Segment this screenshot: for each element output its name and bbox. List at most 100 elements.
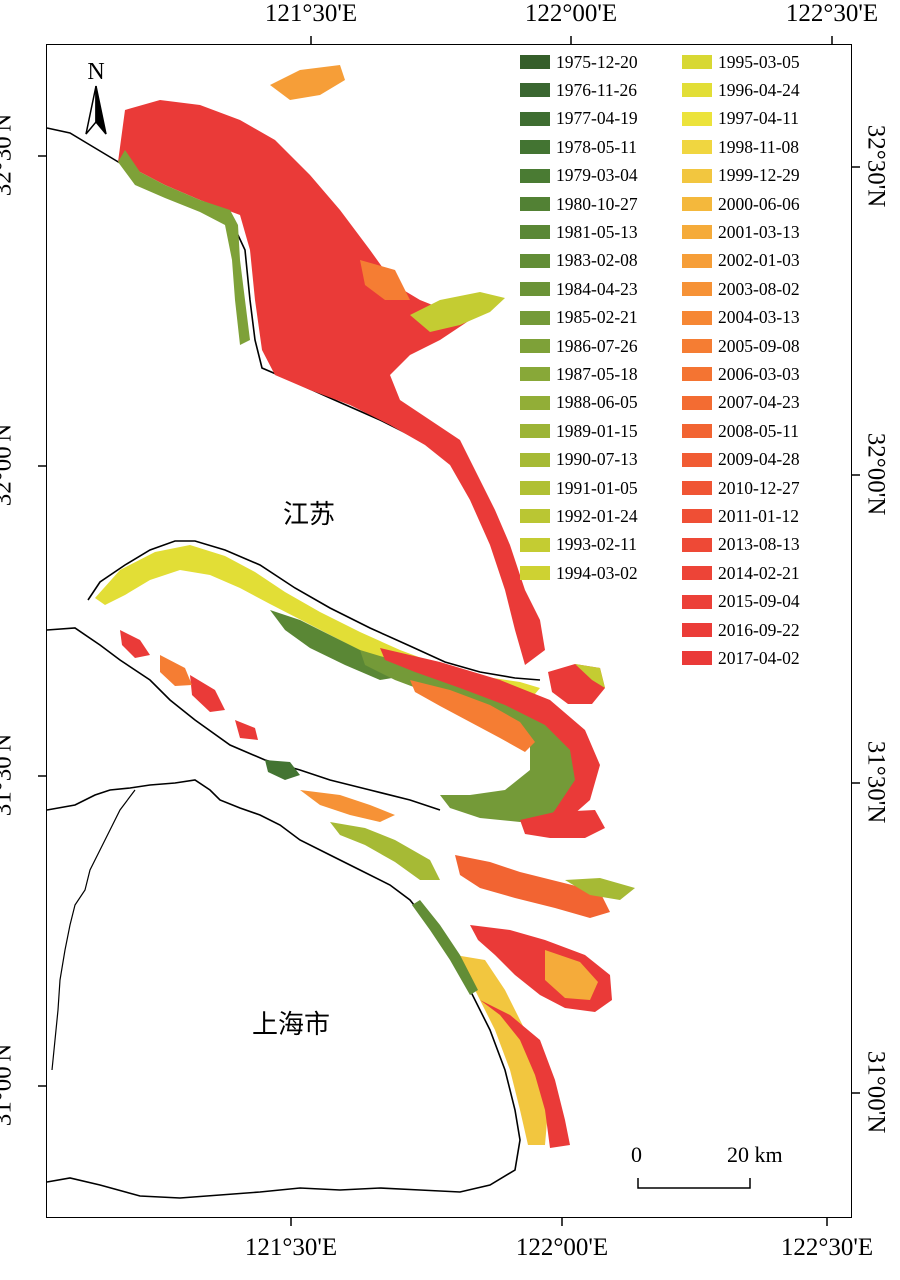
lat-label-left-4: 31°00'N (0, 1043, 17, 1127)
legend-swatch (682, 537, 712, 552)
legend-label: 2002-01-03 (718, 250, 800, 271)
legend-item: 1994-03-02 (520, 560, 638, 586)
legend-item: 2011-01-12 (682, 503, 799, 529)
legend-item: 1991-01-05 (520, 475, 638, 501)
legend-label: 1991-01-05 (556, 477, 638, 498)
lat-label-right-3: 31°30'N (862, 740, 890, 824)
legend-label: 1998-11-08 (718, 136, 800, 157)
boundary-shanghai (46, 779, 521, 1199)
legend-item: 2003-08-02 (682, 276, 800, 302)
legend-item: 1976-11-26 (520, 77, 637, 103)
legend-item: 2007-04-23 (682, 390, 800, 416)
legend-swatch (682, 282, 712, 297)
legend-swatch (520, 140, 550, 155)
legend-swatch (682, 111, 712, 126)
legend-swatch (520, 481, 550, 495)
legend-label: 1988-06-05 (556, 392, 638, 413)
legend-label: 1989-01-15 (556, 420, 638, 441)
legend-swatch (520, 55, 550, 69)
legend-label: 1980-10-27 (556, 193, 638, 214)
legend-swatch (682, 509, 712, 524)
legend-item: 1981-05-13 (520, 219, 638, 245)
flat-hook-red (380, 648, 600, 830)
legend-label: 1986-07-26 (556, 335, 638, 356)
flat-east-small-green (575, 664, 605, 688)
legend-item: 1985-02-21 (520, 305, 638, 331)
legend-item: 1997-04-11 (682, 106, 799, 132)
place-shanghai: 上海市 (252, 1010, 331, 1040)
legend-swatch (520, 395, 550, 410)
legend-swatch (520, 424, 550, 439)
lon-label-bottom-3: 122°30'E (780, 1234, 874, 1261)
flat-jiangsu-green-edge (118, 150, 250, 345)
flat-south-green (412, 900, 478, 995)
north-arrow-label: N (87, 59, 105, 85)
legend-label: 2008-05-11 (718, 420, 800, 441)
legend-label: 2001-03-13 (718, 221, 800, 242)
legend-swatch (682, 651, 712, 666)
legend-item: 2004-03-13 (682, 305, 800, 331)
legend-label: 1985-02-21 (556, 307, 638, 328)
flat-mid-5 (120, 630, 150, 658)
legend-item: 2001-03-13 (682, 219, 800, 245)
legend-swatch (520, 339, 550, 353)
legend-label: 2006-03-03 (718, 363, 800, 384)
legend-label: 2017-04-02 (718, 647, 800, 668)
flat-jiangsu-yellow-upper (270, 65, 345, 100)
north-arrow-icon (85, 85, 107, 135)
legend-label: 2011-01-12 (718, 505, 800, 526)
lon-label-bottom-1: 121°30'E (244, 1234, 338, 1261)
coastline-chongming (87, 540, 541, 681)
legend-item: 1977-04-19 (520, 106, 638, 132)
legend-label: 1999-12-29 (718, 165, 800, 186)
north-arrow: N (78, 60, 114, 140)
legend-label: 2000-06-06 (718, 193, 800, 214)
legend-item: 1999-12-29 (682, 163, 800, 189)
legend-label: 2015-09-04 (718, 591, 800, 612)
legend-swatch (682, 452, 712, 467)
legend-item: 1986-07-26 (520, 333, 638, 359)
flat-shoal-a (520, 810, 605, 838)
legend-swatch (520, 282, 550, 297)
legend-item: 1995-03-05 (682, 49, 800, 75)
legend-swatch (520, 566, 550, 581)
legend-label: 1975-12-20 (556, 51, 638, 72)
legend-swatch (682, 140, 712, 155)
flat-mid-3 (330, 822, 440, 880)
legend-item: 2002-01-03 (682, 248, 800, 274)
legend-swatch (520, 111, 550, 126)
flat-mid-7 (235, 720, 258, 740)
lon-label-top-2: 122°00'E (524, 0, 618, 27)
flat-south-red (480, 1000, 570, 1148)
legend-label: 2014-02-21 (718, 562, 800, 583)
flat-hook-orange (410, 680, 535, 752)
boundary-inland (51, 789, 136, 1071)
legend-label: 1984-04-23 (556, 278, 638, 299)
legend-swatch (520, 253, 550, 268)
flat-jiangsu-yellow-mid (410, 292, 505, 332)
legend-swatch (682, 594, 712, 609)
legend-swatch (520, 452, 550, 467)
legend-swatch (682, 310, 712, 325)
legend-item: 2000-06-06 (682, 191, 800, 217)
legend-swatch (682, 197, 712, 211)
legend-swatch (520, 168, 550, 183)
legend-swatch (520, 537, 550, 552)
legend-item: 2017-04-02 (682, 645, 800, 671)
lat-label-left-2: 32°00'N (0, 423, 17, 507)
legend-label: 1987-05-18 (556, 363, 638, 384)
legend-item: 2013-08-13 (682, 532, 800, 558)
scale-bar-end: 20 km (727, 1142, 783, 1167)
legend-label: 1997-04-11 (718, 108, 800, 129)
legend-item: 2006-03-03 (682, 361, 800, 387)
lat-label-left-3: 31°30'N (0, 733, 17, 817)
flat-mid-2 (300, 790, 395, 822)
legend-item: 1990-07-13 (520, 447, 638, 473)
scale-bar-start: 0 (631, 1142, 642, 1167)
flat-jiangsu-main (118, 100, 545, 665)
flat-shoal-b-green (565, 878, 635, 900)
legend-label: 2004-03-13 (718, 307, 800, 328)
lon-label-top-1: 121°30'E (264, 0, 358, 27)
coastline-south (46, 627, 441, 811)
